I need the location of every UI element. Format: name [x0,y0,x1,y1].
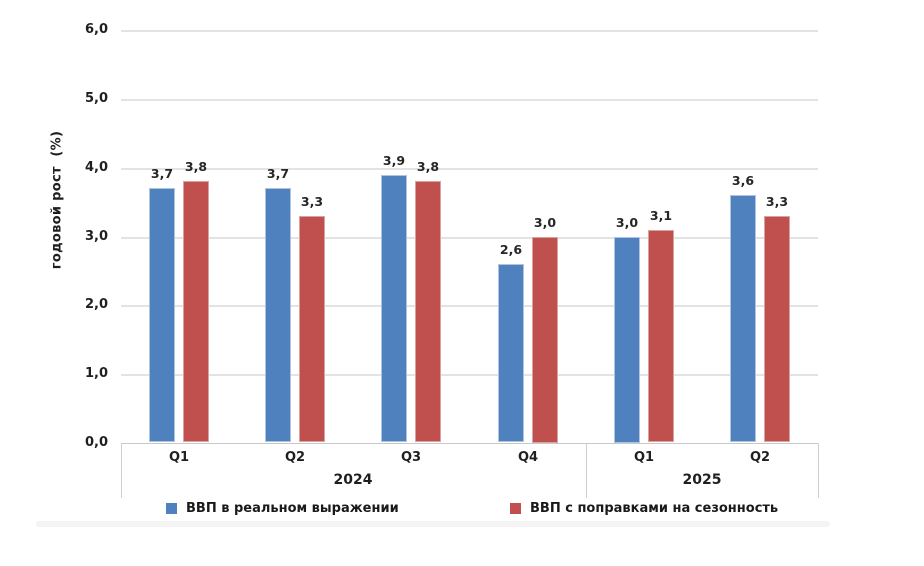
bar [532,237,558,443]
legend-item-real-gdp: ВВП в реальном выражении [166,501,399,516]
axis-separator [121,443,122,498]
y-tick-label: 1,0 [84,366,108,381]
bar [183,181,209,442]
bar [415,181,441,442]
bar-value-label: 3,8 [184,159,208,174]
legend-label-real-gdp: ВВП в реальном выражении [186,501,399,516]
x-axis-line [121,443,818,444]
bar-value-label: 3,3 [300,194,324,209]
bar [730,195,756,442]
x-year-label: 2024 [333,472,373,488]
legend-label-seasonally-adjusted-gdp: ВВП с поправками на сезонность [530,501,779,516]
x-category-label: Q3 [400,450,422,465]
bar [498,264,524,442]
y-tick-label: 5,0 [84,91,108,106]
bottom-strip [36,521,830,527]
bar-value-label: 3,8 [416,159,440,174]
gridline [121,305,818,307]
bar [764,216,790,442]
gridline [121,168,818,170]
x-category-label: Q1 [168,450,190,465]
legend-swatch-blue-icon [166,503,177,514]
bar-value-label: 3,0 [533,215,557,230]
axis-separator [818,443,819,498]
x-year-label: 2025 [682,472,722,488]
bar [265,188,291,442]
bar-value-label: 3,1 [649,208,673,223]
bar-value-label: 3,3 [765,194,789,209]
legend-item-seasonally-adjusted-gdp: ВВП с поправками на сезонность [510,501,778,516]
y-tick-label: 6,0 [84,22,108,37]
x-category-label: Q1 [633,450,655,465]
x-category-label: Q2 [749,450,771,465]
y-tick-label: 0,0 [84,435,108,450]
y-tick-label: 3,0 [84,229,108,244]
gridline [121,99,818,101]
gridline [121,374,818,376]
legend-swatch-red-icon [510,503,521,514]
bar-value-label: 3,7 [266,166,290,181]
bar-value-label: 3,0 [615,215,639,230]
bar-value-label: 3,6 [731,173,755,188]
x-category-label: Q4 [517,450,539,465]
x-category-label: Q2 [284,450,306,465]
axis-separator [586,443,587,498]
bar-value-label: 3,7 [150,166,174,181]
gridline [121,30,818,32]
bar-value-label: 2,6 [499,242,523,257]
bar [299,216,325,442]
y-axis-title: годовой рост (%) [49,130,65,270]
y-tick-label: 2,0 [84,297,108,312]
gridline [121,237,818,239]
bar [648,230,674,442]
bar [614,237,640,443]
bar-value-label: 3,9 [382,153,406,168]
y-tick-label: 4,0 [84,160,108,175]
bar [381,175,407,442]
bar [149,188,175,442]
